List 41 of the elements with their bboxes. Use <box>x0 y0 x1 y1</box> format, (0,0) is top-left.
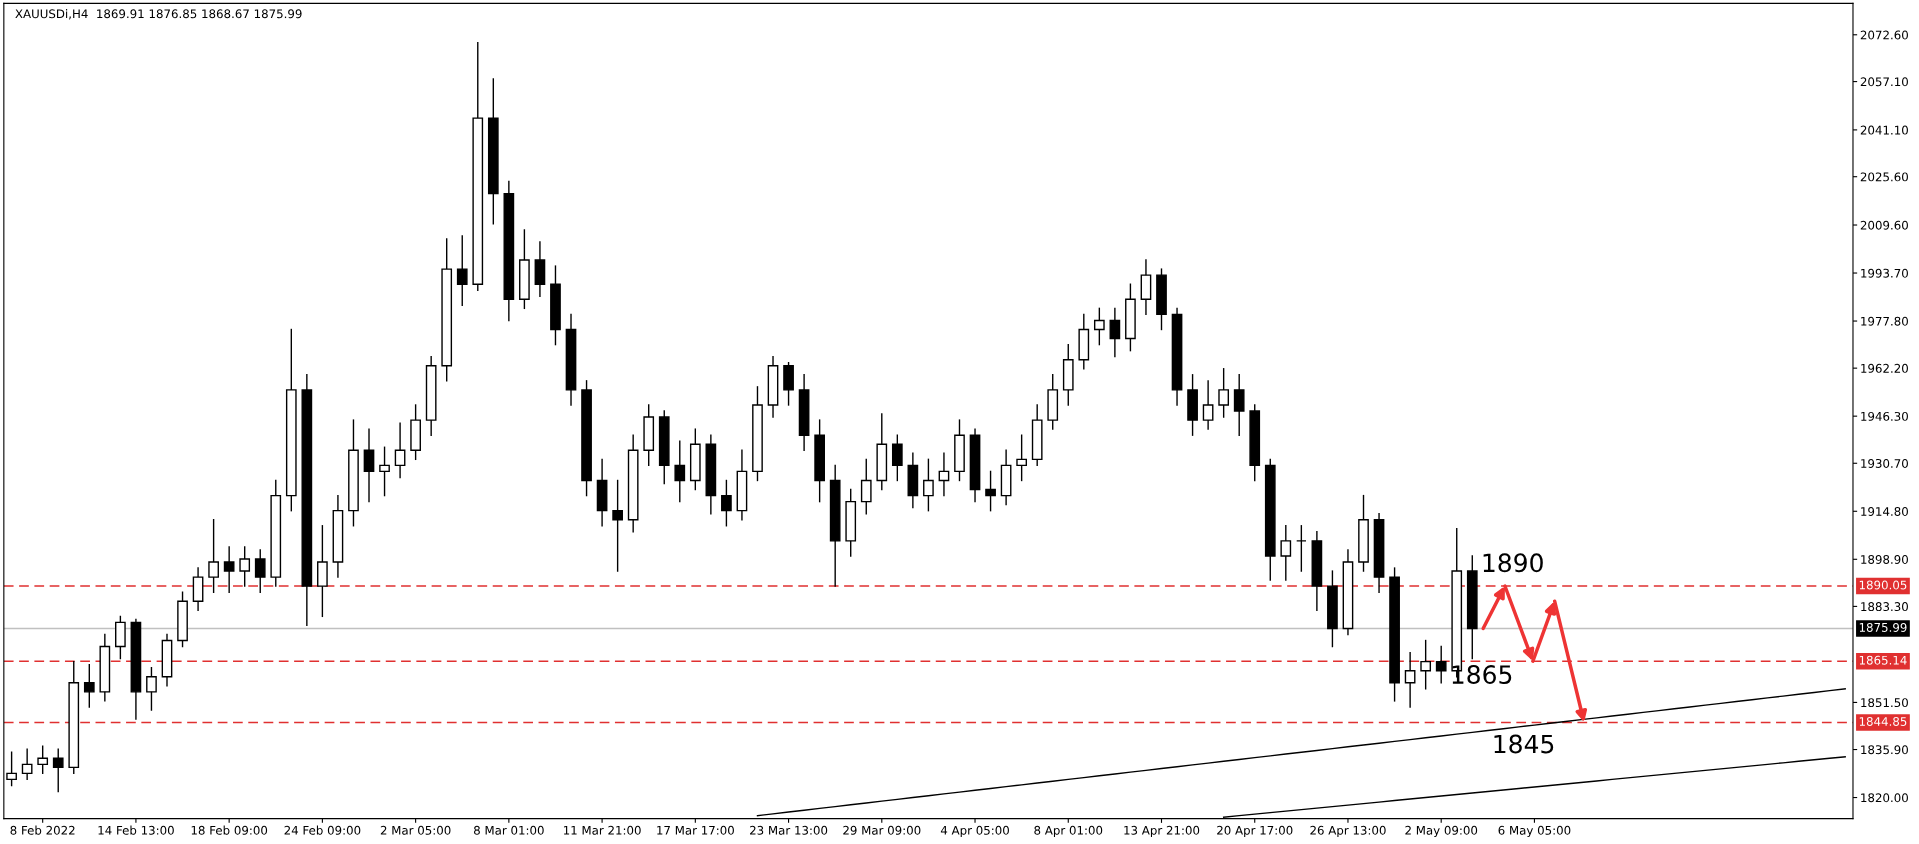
ref-line-label: 1875.99 <box>1859 622 1907 632</box>
x-tick-label: 6 May 05:00 <box>1498 825 1571 838</box>
x-tick-label: 11 Mar 21:00 <box>563 825 641 835</box>
y-tick-label: 2009.60 <box>1860 220 1908 230</box>
x-tick-label: 23 Mar 13:00 <box>750 825 828 835</box>
ref-line-label: 1844.85 <box>1859 717 1907 726</box>
y-tick-label: 1914.80 <box>1861 507 1908 516</box>
y-tick-label: 2041.10 <box>1860 125 1908 135</box>
y-tick-label: 1820.00 <box>1861 793 1908 803</box>
x-tick-label: 8 Feb 2022 <box>10 825 75 835</box>
x-tick-label: 18 Feb 09:00 <box>191 825 268 835</box>
x-tick-label: 24 Feb 09:00 <box>284 825 361 835</box>
y-tick-label: 1883.30 <box>1861 602 1908 612</box>
annotation: 1845 <box>1494 734 1554 754</box>
x-tick-label: 4 Apr 05:00 <box>940 825 1009 838</box>
chart-title: XAUUSDi,H4 1869.91 1876.85 1868.67 1875.99 <box>15 9 302 20</box>
annotation: 1890 <box>1483 553 1543 573</box>
y-tick-label: 2057.10 <box>1860 77 1908 87</box>
y-tick-label: 1835.90 <box>1861 745 1908 755</box>
x-tick-label: 17 Mar 17:00 <box>657 825 734 835</box>
y-tick-label: 1993.70 <box>1861 268 1908 278</box>
y-tick-label: 1962.20 <box>1861 363 1908 373</box>
x-tick-label: 13 Apr 21:00 <box>1124 825 1200 838</box>
x-tick-label: 29 Mar 09:00 <box>843 825 921 835</box>
x-tick-label: 20 Apr 17:00 <box>1217 825 1293 838</box>
x-tick-label: 2 May 09:00 <box>1405 825 1478 838</box>
x-tick-label: 8 Mar 01:00 <box>474 825 544 835</box>
y-tick-label: 1977.80 <box>1861 316 1908 326</box>
y-tick-label: 1946.30 <box>1861 411 1908 421</box>
x-tick-label: 8 Apr 01:00 <box>1034 825 1103 838</box>
annotation: 1865 <box>1452 665 1512 685</box>
x-tick-label: 26 Apr 13:00 <box>1310 825 1386 838</box>
x-tick-label: 2 Mar 05:00 <box>380 825 451 835</box>
x-tick-label: 14 Feb 13:00 <box>98 825 174 835</box>
y-tick-label: 2025.60 <box>1860 172 1908 182</box>
y-tick-label: 2072.60 <box>1860 30 1908 40</box>
ref-line-label: 1890.05 <box>1859 580 1907 590</box>
y-tick-label: 1851.50 <box>1861 698 1908 708</box>
y-tick-label: 1930.70 <box>1861 458 1908 468</box>
ref-line-label: 1865.14 <box>1859 655 1907 665</box>
y-tick-label: 1898.90 <box>1861 555 1908 564</box>
